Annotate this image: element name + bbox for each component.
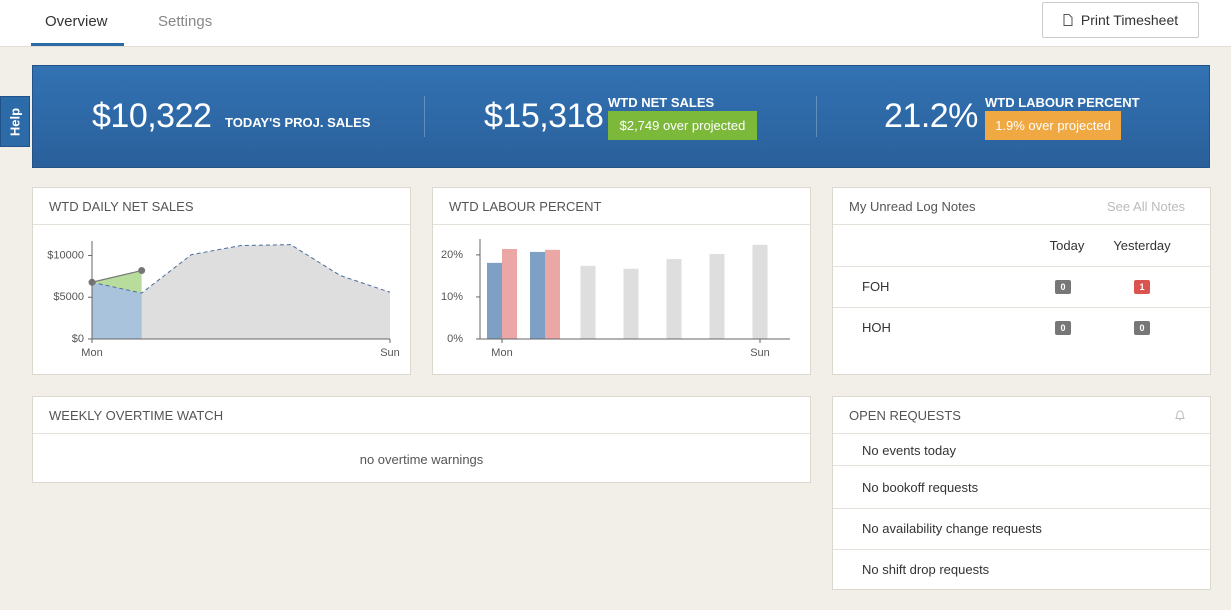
- kpi-badge: $2,749 over projected: [608, 111, 757, 140]
- request-item: No shift drop requests: [862, 562, 990, 577]
- x-tick-label: Mon: [81, 347, 102, 359]
- divider: [833, 224, 1210, 225]
- y-tick-label: 0%: [447, 333, 463, 345]
- column-header: Yesterday: [1113, 238, 1171, 253]
- divider: [833, 549, 1210, 550]
- card-title: OPEN REQUESTS: [849, 408, 961, 423]
- y-tick-label: $10000: [47, 249, 84, 261]
- x-tick-label: Mon: [491, 347, 512, 359]
- request-item: No availability change requests: [862, 521, 1042, 536]
- kpi-label: WTD NET SALES: [608, 95, 715, 110]
- divider: [833, 465, 1210, 466]
- tab[interactable]: Overview: [45, 13, 108, 30]
- divider: [816, 96, 817, 137]
- doc-icon: [1063, 14, 1073, 26]
- y-tick-label: $0: [72, 333, 84, 345]
- labour-chart: 0% 10% 20% Mon Sun: [441, 239, 790, 359]
- kpi-badge: 1.9% over projected: [985, 111, 1121, 140]
- x-tick-label: Sun: [380, 347, 400, 359]
- divider: [833, 266, 1210, 267]
- request-item: No events today: [862, 443, 956, 458]
- divider: [833, 433, 1210, 434]
- bar: [545, 249, 560, 339]
- top-bar: [0, 0, 1231, 47]
- count-badge: 1: [1134, 280, 1150, 294]
- bar: [487, 262, 502, 339]
- count-badge: 0: [1055, 280, 1071, 294]
- divider: [33, 433, 810, 434]
- row-label: FOH: [862, 279, 890, 294]
- bar: [623, 268, 639, 339]
- actual-line: [91, 269, 142, 283]
- divider: [424, 96, 425, 137]
- above-projection-area: [92, 270, 142, 294]
- empty-message: no overtime warnings: [359, 452, 484, 467]
- kpi-label: TODAY'S PROJ. SALES: [225, 115, 371, 130]
- divider: [433, 224, 810, 225]
- card: [32, 396, 811, 483]
- divider: [833, 508, 1210, 509]
- tab[interactable]: Settings: [158, 13, 213, 30]
- sales-chart: $0 $5000 $10000 Mon Sun: [47, 241, 400, 359]
- kpi-label: WTD LABOUR PERCENT: [985, 95, 1140, 110]
- kpi-value: 21.2%: [884, 97, 978, 135]
- column-header: Today: [1049, 238, 1085, 253]
- count-badge: 0: [1134, 321, 1150, 335]
- actual-area: [92, 282, 142, 339]
- help-tab[interactable]: Help: [0, 96, 30, 147]
- card: [832, 396, 1211, 590]
- print-button[interactable]: Print Timesheet: [1042, 2, 1199, 38]
- kpi-value: $10,322: [92, 97, 212, 135]
- card-title: WEEKLY OVERTIME WATCH: [49, 408, 224, 423]
- card-title: My Unread Log Notes: [849, 199, 976, 214]
- actual-dot: [138, 267, 146, 275]
- divider: [33, 224, 410, 225]
- help-label: Help: [7, 107, 23, 136]
- count-badge: 0: [1055, 321, 1071, 335]
- kpi-value: $15,318: [484, 97, 604, 135]
- request-item: No bookoff requests: [862, 480, 979, 495]
- y-tick-label: 20%: [441, 249, 463, 261]
- x-tick-label: Sun: [750, 347, 770, 359]
- link[interactable]: See All Notes: [1107, 199, 1186, 214]
- projected-area: [92, 244, 390, 339]
- bell-icon[interactable]: [1174, 409, 1186, 422]
- bar: [752, 244, 768, 339]
- projected-line: [91, 244, 391, 294]
- tab-underline: [31, 43, 124, 46]
- bar: [666, 259, 682, 339]
- card-title: WTD DAILY NET SALES: [49, 199, 194, 214]
- bar: [502, 248, 517, 339]
- bar: [530, 251, 545, 339]
- bar: [580, 265, 596, 339]
- y-tick-label: $5000: [53, 291, 84, 303]
- bar: [709, 254, 725, 339]
- row-label: HOH: [862, 320, 891, 335]
- y-tick-label: 10%: [441, 291, 463, 303]
- card-title: WTD LABOUR PERCENT: [449, 199, 602, 214]
- divider: [833, 307, 1210, 308]
- button-label: Print Timesheet: [1080, 12, 1179, 28]
